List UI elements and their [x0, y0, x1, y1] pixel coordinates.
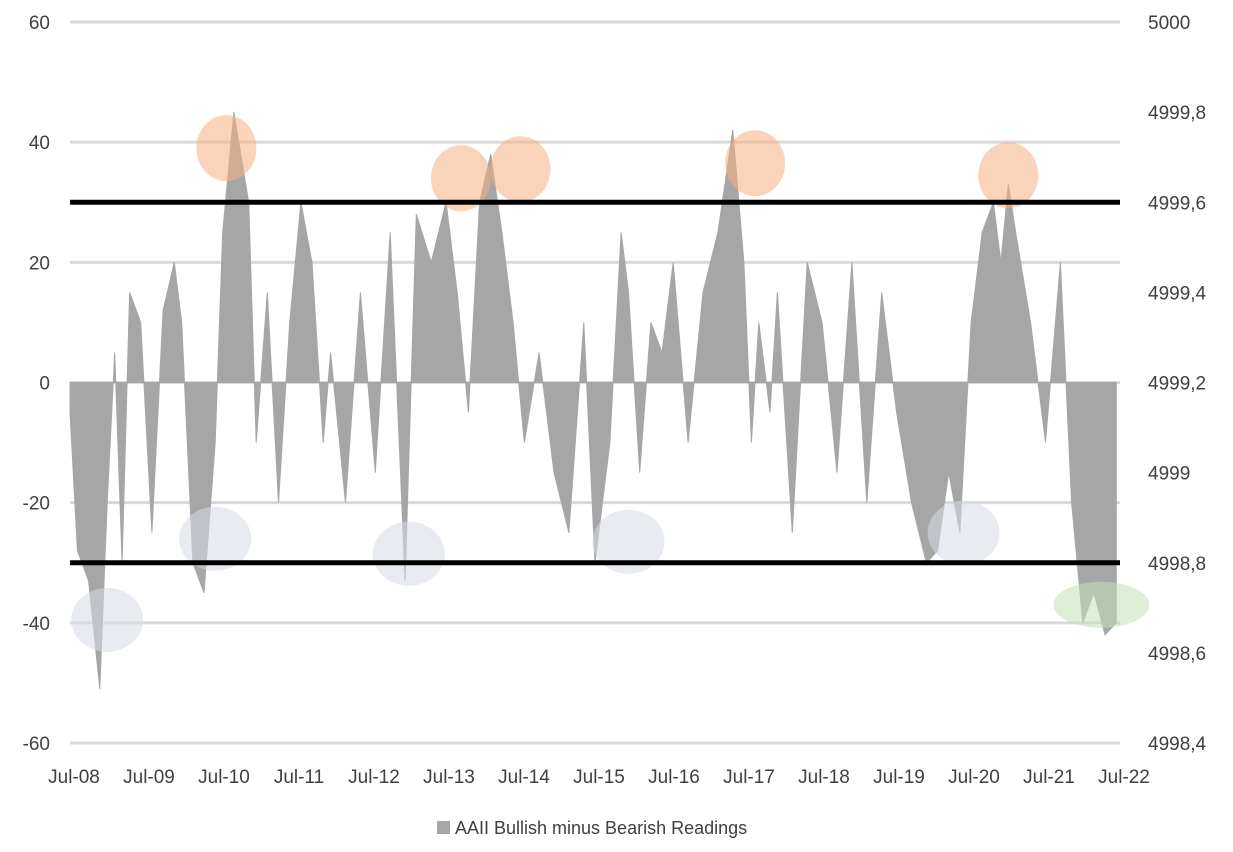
y-axis-left-ticks: 60 40 20 0 -20 -40 -60	[23, 13, 50, 755]
low-highlight	[179, 506, 252, 571]
x-tick-label: Jul-11	[274, 767, 324, 788]
y-tick-label-right: 4999,2	[1148, 374, 1206, 395]
low-highlight	[71, 587, 144, 652]
x-tick-label: Jul-17	[723, 767, 775, 788]
x-tick-label: Jul-12	[348, 767, 400, 788]
low-highlight	[592, 509, 665, 574]
series-area-path	[69, 112, 1117, 689]
low-highlight	[372, 521, 445, 586]
y-tick-label-left: 0	[39, 374, 50, 395]
x-tick-label: Jul-20	[948, 767, 1000, 788]
x-tick-label: Jul-10	[198, 767, 250, 788]
y-tick-label-right: 4999,4	[1148, 283, 1207, 304]
high-highlight	[725, 130, 786, 197]
reference-lines	[70, 199, 1120, 566]
x-tick-label: Jul-16	[648, 767, 700, 788]
latest-highlight	[1053, 581, 1150, 628]
high-highlight	[196, 115, 257, 182]
legend-label: AAII Bullish minus Bearish Readings	[455, 818, 747, 838]
x-tick-label: Jul-21	[1023, 767, 1075, 788]
y-tick-label-right: 4998,4	[1148, 734, 1207, 755]
y-tick-label-right: 4999,8	[1148, 103, 1206, 124]
x-tick-label: Jul-15	[573, 767, 625, 788]
low-highlight	[927, 500, 1000, 565]
legend-swatch	[437, 821, 450, 834]
y-tick-label-right: 5000	[1148, 13, 1190, 34]
x-tick-label: Jul-14	[498, 767, 550, 788]
y-tick-label-right: 4999,6	[1148, 193, 1206, 214]
high-highlight	[978, 142, 1039, 209]
x-tick-label: Jul-08	[48, 767, 100, 788]
highlight-circles	[71, 115, 1150, 652]
x-tick-label: Jul-09	[123, 767, 175, 788]
y-tick-label-left: -60	[23, 734, 50, 755]
legend: AAII Bullish minus Bearish Readings	[437, 818, 747, 838]
y-tick-label-left: 40	[29, 133, 50, 154]
y-tick-label-left: 20	[29, 253, 50, 274]
x-tick-label: Jul-22	[1098, 767, 1150, 788]
y-tick-label-right: 4998,6	[1148, 644, 1206, 665]
series-area	[69, 112, 1117, 689]
x-axis-ticks: Jul-08 Jul-09 Jul-10 Jul-11 Jul-12 Jul-13 Jul-…	[48, 767, 1150, 788]
x-tick-label: Jul-18	[798, 767, 850, 788]
high-highlight	[490, 136, 551, 203]
y-tick-label-left: -20	[23, 494, 50, 515]
y-tick-label-right: 4999	[1148, 464, 1190, 485]
y-tick-label-right: 4998,8	[1148, 554, 1206, 575]
x-tick-label: Jul-19	[873, 767, 925, 788]
high-highlight	[430, 145, 491, 212]
y-tick-label-left: 60	[29, 13, 50, 34]
y-axis-right-ticks: 5000 4999,8 4999,6 4999,4 4999,2 4999 4998,8 49…	[1148, 13, 1207, 755]
x-tick-label: Jul-13	[423, 767, 475, 788]
y-tick-label-left: -40	[23, 614, 50, 635]
